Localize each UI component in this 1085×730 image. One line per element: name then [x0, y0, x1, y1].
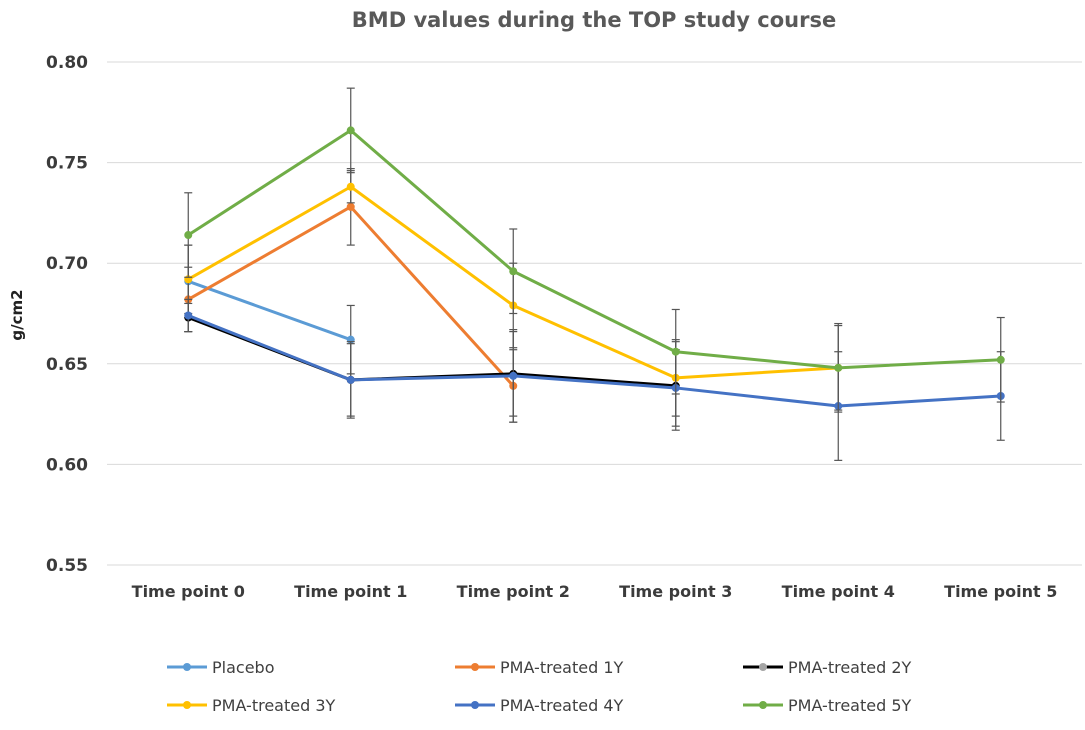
legend-swatch-marker: [759, 701, 767, 709]
y-tick-label: 0.65: [46, 355, 88, 375]
legend-swatch-marker: [471, 663, 479, 671]
legend-swatch-marker: [759, 663, 767, 671]
y-axis-ticks: 0.80 0.75 0.70 0.65 0.60 0.55: [46, 53, 88, 576]
legend-item: PMA-treated 2Y: [743, 658, 912, 677]
data-point: [834, 363, 843, 372]
legend-label: PMA-treated 2Y: [788, 658, 912, 677]
x-axis-ticks: Time point 0 Time point 1 Time point 2 Time…: [132, 582, 1058, 601]
series-pma-treated-2y: [184, 302, 680, 431]
x-tick-label: Time point 4: [782, 582, 895, 601]
legend-swatch-marker: [183, 701, 191, 709]
data-point: [346, 202, 355, 211]
series-group: [184, 87, 1005, 461]
y-tick-label: 0.75: [46, 154, 88, 174]
chart-title: BMD values during the TOP study course: [352, 8, 836, 32]
legend-label: PMA-treated 1Y: [500, 658, 624, 677]
legend-item: PMA-treated 1Y: [455, 658, 624, 677]
legend-label: PMA-treated 4Y: [500, 696, 624, 715]
legend-item: Placebo: [167, 658, 274, 677]
data-point: [671, 347, 680, 356]
x-tick-label: Time point 5: [944, 582, 1057, 601]
data-point: [996, 355, 1005, 364]
y-tick-label: 0.60: [46, 455, 88, 475]
legend-item: PMA-treated 4Y: [455, 696, 624, 715]
data-point: [509, 371, 518, 380]
x-tick-label: Time point 1: [294, 582, 407, 601]
series-line: [187, 279, 352, 342]
x-tick-label: Time point 2: [457, 582, 570, 601]
y-tick-label: 0.70: [46, 254, 88, 274]
legend: Placebo PMA-treated 1Y PMA-treated 2Y PMA-t…: [167, 658, 912, 715]
grid-lines: [107, 61, 1082, 566]
y-tick-label: 0.55: [46, 556, 88, 576]
y-tick-label: 0.80: [46, 53, 88, 73]
data-point: [509, 267, 518, 276]
series-line: [187, 316, 676, 388]
x-tick-label: Time point 3: [619, 582, 732, 601]
series-line: [187, 314, 1001, 408]
data-point: [346, 182, 355, 191]
legend-label: PMA-treated 3Y: [212, 696, 336, 715]
data-point: [184, 231, 193, 240]
series-placebo: [184, 244, 355, 375]
legend-swatch-marker: [471, 701, 479, 709]
data-point: [346, 126, 355, 135]
x-tick-label: Time point 0: [132, 582, 245, 601]
legend-label: Placebo: [212, 658, 274, 677]
legend-label: PMA-treated 5Y: [788, 696, 912, 715]
legend-item: PMA-treated 5Y: [743, 696, 912, 715]
series-pma-treated-5y: [184, 87, 1005, 411]
y-axis-label: g/cm2: [8, 289, 26, 340]
data-point: [346, 375, 355, 384]
series-line: [187, 128, 1001, 370]
data-point: [184, 311, 193, 320]
legend-swatch-marker: [183, 663, 191, 671]
legend-item: PMA-treated 3Y: [167, 696, 336, 715]
